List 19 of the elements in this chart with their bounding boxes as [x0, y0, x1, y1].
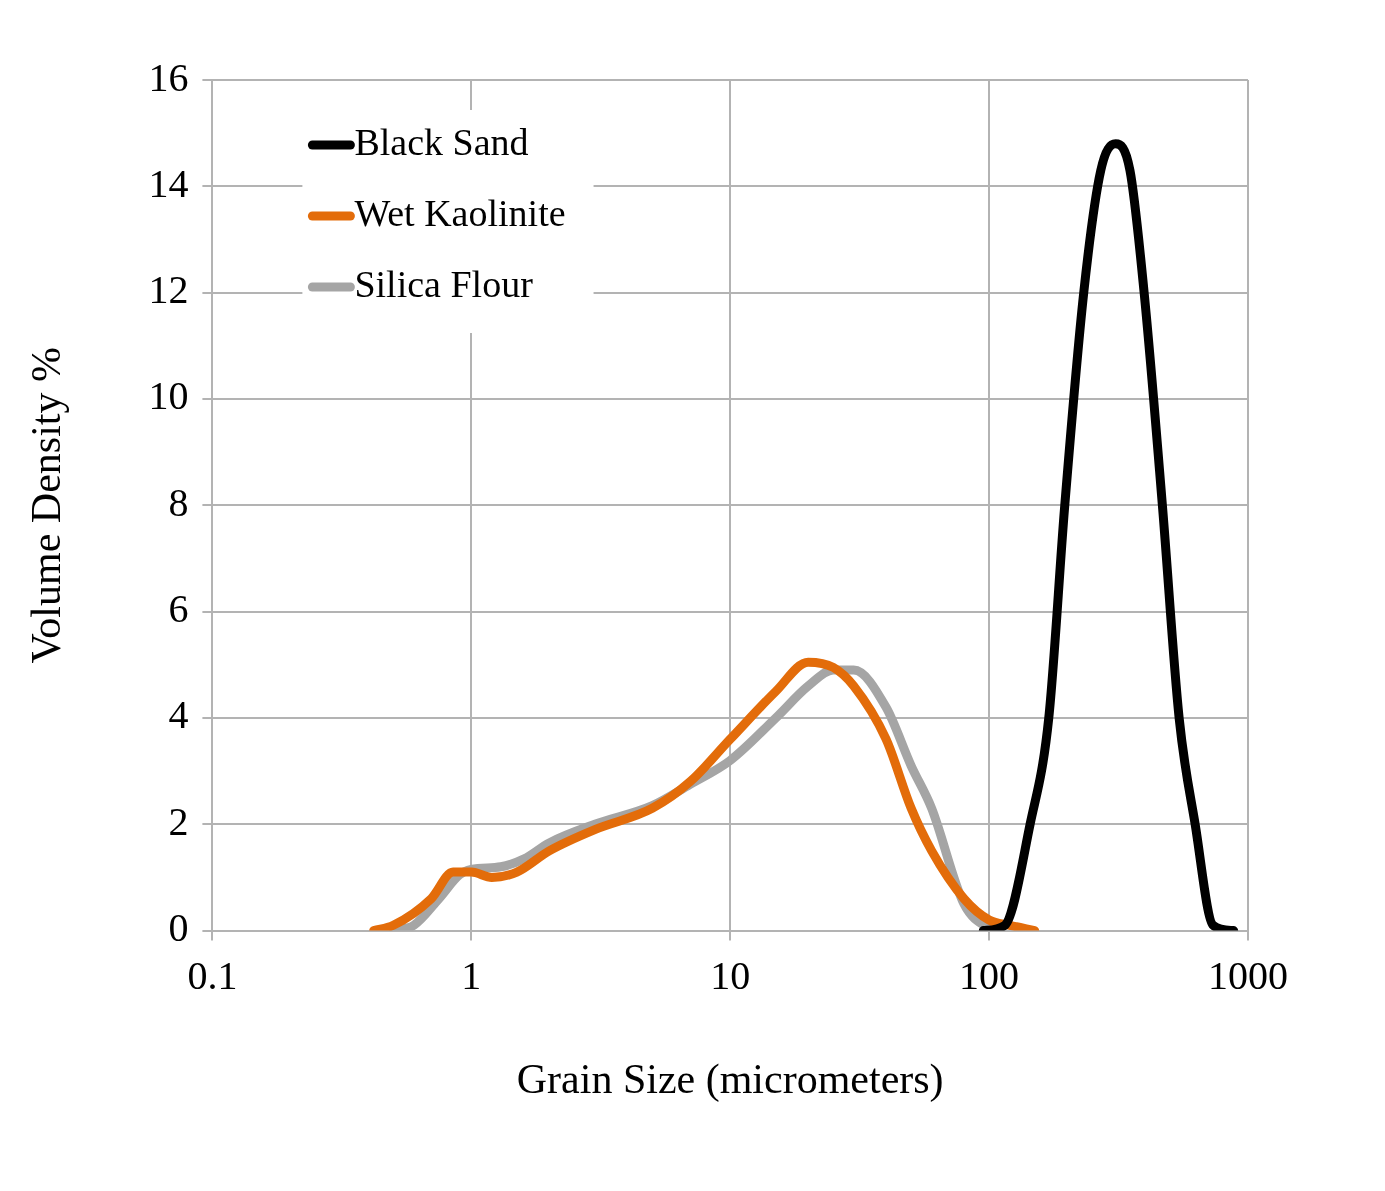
- x-tick-label: 100: [959, 953, 1020, 999]
- legend-label: Silica Flour: [354, 262, 534, 305]
- y-tick-label: 16: [148, 54, 189, 100]
- y-tick-label: 8: [168, 479, 189, 525]
- x-tick-label: 0.1: [187, 953, 238, 999]
- legend-label: Black Sand: [354, 120, 529, 163]
- x-tick-label: 10: [710, 953, 751, 999]
- x-axis-title: Grain Size (micrometers): [516, 1055, 944, 1103]
- legend-label: Wet Kaolinite: [354, 191, 566, 234]
- y-axis-title: Volume Density %: [23, 347, 70, 664]
- y-tick-label: 14: [148, 160, 189, 206]
- x-tick-label: 1: [461, 953, 482, 999]
- y-tick-label: 4: [168, 692, 189, 738]
- y-tick-label: 2: [168, 798, 189, 844]
- x-tick-label: 1000: [1208, 953, 1288, 999]
- y-tick-label: 10: [148, 373, 189, 419]
- y-tick-label: 6: [168, 586, 189, 632]
- y-tick-label: 12: [148, 267, 189, 313]
- y-tick-label: 0: [168, 905, 189, 951]
